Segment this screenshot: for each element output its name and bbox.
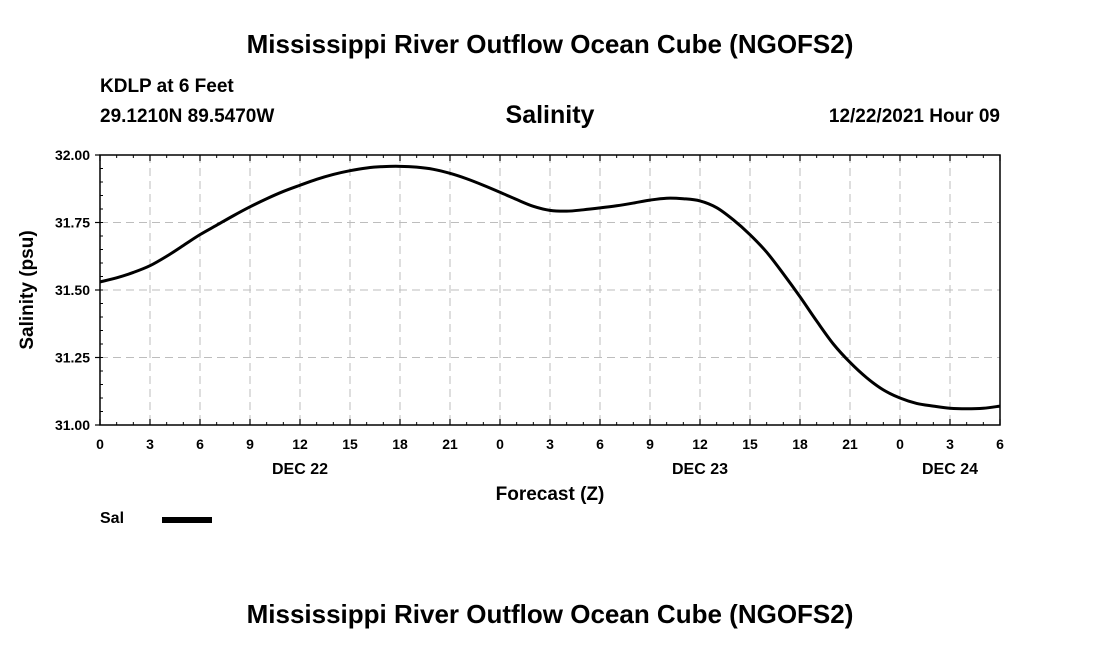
x-tick-label: 15 — [742, 436, 758, 452]
x-axis-label: Forecast (Z) — [496, 484, 605, 505]
x-tick-label: 6 — [996, 436, 1004, 452]
x-tick-label: 6 — [596, 436, 604, 452]
forecast-timestamp: 12/22/2021 Hour 09 — [828, 106, 1000, 127]
x-tick-label: 18 — [392, 436, 408, 452]
chart-title: Salinity — [505, 101, 595, 129]
y-tick-labels: 31.00 31.25 31.50 31.75 32.00 — [55, 147, 90, 433]
x-tick-label: 9 — [646, 436, 654, 452]
x-tick-label: 21 — [442, 436, 458, 452]
main-title: Mississippi River Outflow Ocean Cube (NG… — [246, 29, 854, 59]
x-tick-label: 0 — [96, 436, 104, 452]
x-tick-label: 9 — [246, 436, 254, 452]
station-coordinates: 29.1210N 89.5470W — [100, 106, 275, 127]
x-tick-label: 3 — [946, 436, 954, 452]
x-tick-label: 0 — [496, 436, 504, 452]
y-tick-label: 31.75 — [55, 215, 90, 231]
x-tick-label: 15 — [342, 436, 358, 452]
y-tick-label: 31.25 — [55, 350, 90, 366]
x-tick-label: 3 — [546, 436, 554, 452]
y-axis-label: Salinity (psu) — [17, 230, 38, 349]
x-tick-label: 6 — [196, 436, 204, 452]
y-tick-label: 31.00 — [55, 417, 90, 433]
x-tick-label: 3 — [146, 436, 154, 452]
day-labels: DEC 22 DEC 23 DEC 24 — [272, 461, 978, 478]
grid-lines — [100, 154, 1000, 426]
day-label: DEC 22 — [272, 461, 328, 478]
x-tick-label: 12 — [292, 436, 308, 452]
station-label: KDLP at 6 Feet — [100, 76, 234, 97]
day-label: DEC 23 — [672, 461, 728, 478]
footer-title: Mississippi River Outflow Ocean Cube (NG… — [246, 599, 854, 629]
legend-swatch-sal — [162, 517, 212, 523]
day-label: DEC 24 — [922, 461, 978, 478]
x-tick-label: 18 — [792, 436, 808, 452]
legend-label-sal: Sal — [100, 510, 125, 527]
y-tick-label: 32.00 — [55, 147, 90, 163]
x-tick-label: 12 — [692, 436, 708, 452]
plot-frame — [99, 154, 1001, 426]
x-tick-labels: 0 3 6 9 12 15 18 21 0 3 6 9 12 15 18 21 0 3 6 — [96, 436, 1004, 452]
x-tick-label: 21 — [842, 436, 858, 452]
y-tick-label: 31.50 — [55, 282, 90, 298]
series-layer — [99, 164, 1001, 411]
series-line-sal — [99, 164, 1001, 411]
x-tick-label: 0 — [896, 436, 904, 452]
